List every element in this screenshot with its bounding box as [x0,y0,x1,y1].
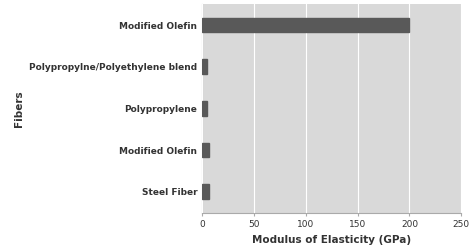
Bar [202,101,207,116]
Bar [202,213,461,249]
Bar [202,60,207,74]
Bar [202,18,410,32]
Bar [202,88,461,129]
Bar [202,46,461,88]
Bar [202,129,461,171]
Bar [202,171,461,213]
Bar [202,4,461,46]
Bar [202,143,210,157]
Y-axis label: Fibers: Fibers [14,90,24,127]
Bar [202,185,210,199]
X-axis label: Modulus of Elasticity (GPa): Modulus of Elasticity (GPa) [252,235,411,245]
